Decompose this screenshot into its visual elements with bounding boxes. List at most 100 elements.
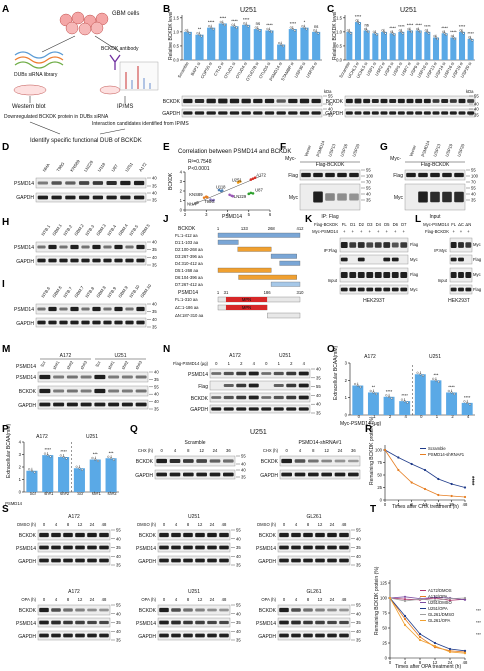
category-label: sh#1 bbox=[92, 491, 102, 496]
panel-a-library-label: DUBs siRNA library bbox=[14, 72, 58, 78]
domain-row-label: ΔC:1-186 aa bbox=[175, 305, 199, 310]
kda-marker: 40 bbox=[116, 629, 121, 634]
group-label: A172 bbox=[36, 434, 48, 440]
legend-label: U251/OPA bbox=[428, 606, 448, 611]
time-label: 8 bbox=[187, 522, 190, 527]
panel-c-gapdh-blot-band bbox=[354, 111, 362, 115]
data-point bbox=[453, 392, 456, 396]
panel-r-sig: **** bbox=[468, 476, 474, 486]
scatter-point bbox=[253, 176, 257, 179]
lane-label: ΔN bbox=[465, 222, 471, 227]
lane-label: NTB.9 bbox=[106, 285, 117, 298]
data-point bbox=[450, 34, 453, 38]
panel-k-ip-flag-membrane bbox=[339, 237, 409, 253]
series-line bbox=[389, 597, 466, 602]
lane-label: Vector bbox=[408, 144, 417, 157]
panel-e-ylabel: BCKDK bbox=[168, 172, 174, 190]
panel-s-psmd14-blot-membrane bbox=[277, 542, 351, 553]
panel-c-bckdk-blot-band bbox=[354, 98, 362, 104]
data-point bbox=[407, 27, 410, 31]
panel-d-gapdh-blot-band bbox=[120, 195, 131, 200]
bar bbox=[450, 37, 457, 60]
lane-label: sh#2 bbox=[65, 359, 74, 370]
category-label: USP5 si bbox=[391, 61, 403, 77]
panel-k: Flag-BCKDK Myc-PSMD14 FL + D1 + D2 + D3 + D4 + D5 + D6… bbox=[312, 222, 419, 304]
cell-line-label: T98G bbox=[204, 199, 214, 204]
panel-a-wb-label: Western blot bbox=[12, 104, 46, 110]
kda-marker: 55 bbox=[241, 454, 246, 459]
bar bbox=[300, 27, 309, 60]
tag-label: Myc- bbox=[390, 156, 401, 162]
group-label: A172 bbox=[60, 353, 72, 359]
panel-k-in-flag-band bbox=[374, 272, 382, 278]
kda-marker: 35 bbox=[236, 563, 241, 568]
lane-label: D1 bbox=[350, 222, 356, 227]
panel-h-gapdh-blot bbox=[35, 255, 147, 266]
group-label: U251 bbox=[279, 353, 291, 359]
time-label: 12 bbox=[198, 522, 203, 527]
panel-h-gapdh-blot-band bbox=[37, 258, 46, 263]
panel-b-bckdk-blot-band bbox=[253, 98, 263, 104]
panel-n-flag-blot-band bbox=[298, 383, 309, 388]
lane-label: D6 bbox=[393, 222, 399, 227]
panel-t-ylabel: Remaining BCKDK protein (%) bbox=[374, 566, 380, 635]
panel-e: Correlation between PSMD14 and BCKDK R²=… bbox=[168, 149, 291, 220]
panel-q-sh-bckdk-band bbox=[308, 459, 319, 463]
cell-line-label: A172 bbox=[256, 172, 266, 177]
kda-marker: 35 bbox=[316, 411, 321, 416]
significance-label: **** bbox=[389, 25, 396, 30]
category-label: 4 bbox=[405, 414, 408, 419]
row-label: PSMD14 bbox=[16, 364, 36, 370]
panel-q-scr-bckdk-band bbox=[223, 459, 234, 463]
blot-label: Flag bbox=[393, 173, 403, 179]
blot-label: GAPDH bbox=[16, 259, 34, 265]
panel-letter-j: J bbox=[163, 214, 169, 225]
panel-q-scr-gapdh-band bbox=[223, 472, 234, 477]
panel-f-blot: Myc- Vector PSMD14 USP13 USP16 USP20 Flag-BCKD… bbox=[285, 139, 374, 220]
panel-s-bckdk-blot-band bbox=[279, 532, 289, 538]
time-label: 12 bbox=[318, 597, 323, 602]
panel-n-flag-blot-membrane bbox=[209, 380, 311, 391]
panel-s-bckdk-blot-membrane bbox=[277, 529, 351, 541]
time-label: 0 bbox=[43, 522, 46, 527]
kda-marker: 40 bbox=[471, 192, 476, 197]
panel-i-psmd14-blot-band bbox=[136, 306, 145, 312]
dose-label: 2 bbox=[290, 361, 293, 366]
panel-q-sh-gapdh-membrane bbox=[279, 469, 361, 480]
blot-label: BCKDK bbox=[136, 459, 154, 465]
panel-i: NTB.6 GBM.6 NTB.7 GBM.7 NTB.8 GBM.8 NTB.9 GBM.9… bbox=[14, 283, 157, 330]
time-label: 4 bbox=[174, 448, 177, 453]
panel-s-bckdk-blot-band bbox=[303, 608, 313, 612]
panel-c-gapdh-blot-band bbox=[397, 111, 405, 115]
panel-m-gapdh-blot-band bbox=[39, 402, 51, 407]
panel-letter-b: B bbox=[163, 4, 170, 15]
panel-s-bckdk-blot bbox=[157, 604, 231, 616]
panel-s-bckdk-blot-band bbox=[159, 532, 169, 538]
kda-marker: 40 bbox=[241, 462, 246, 467]
panel-b-bckdk-blot-band bbox=[264, 98, 275, 104]
panel-h-psmd14-blot-membrane bbox=[35, 241, 147, 253]
kda-label: kDa bbox=[466, 89, 474, 94]
panel-s-bckdk-blot-band bbox=[39, 532, 49, 538]
panel-letter-o: O bbox=[327, 344, 335, 355]
panel-c-gapdh-blot-band bbox=[458, 111, 466, 115]
series-point bbox=[397, 456, 400, 459]
panel-l-in-myc bbox=[449, 267, 473, 283]
panel-k-in-flag-band bbox=[357, 272, 365, 278]
blot-label: Flag bbox=[473, 287, 482, 292]
panel-m-bckdk-blot-band bbox=[66, 389, 78, 393]
psmd14-label: PSMD14 bbox=[178, 290, 198, 296]
data-point bbox=[393, 33, 396, 36]
data-point bbox=[282, 44, 285, 48]
series-point bbox=[463, 486, 467, 489]
panel-s-gapdh-blot-membrane bbox=[37, 555, 111, 566]
lane-label: ΔC bbox=[458, 222, 464, 227]
panel-s-gapdh-blot bbox=[277, 630, 351, 641]
data-point bbox=[91, 456, 94, 460]
scatter-point bbox=[217, 188, 221, 192]
blot-label: PSMD14 bbox=[256, 546, 276, 552]
panel-s-gapdh-blot-band bbox=[303, 633, 313, 638]
panel-s-bckdk-blot-band bbox=[99, 608, 109, 612]
y-tick-label: 1 bbox=[345, 395, 348, 400]
panel-a-cand-label: Interaction candidates identified from I… bbox=[92, 121, 189, 127]
